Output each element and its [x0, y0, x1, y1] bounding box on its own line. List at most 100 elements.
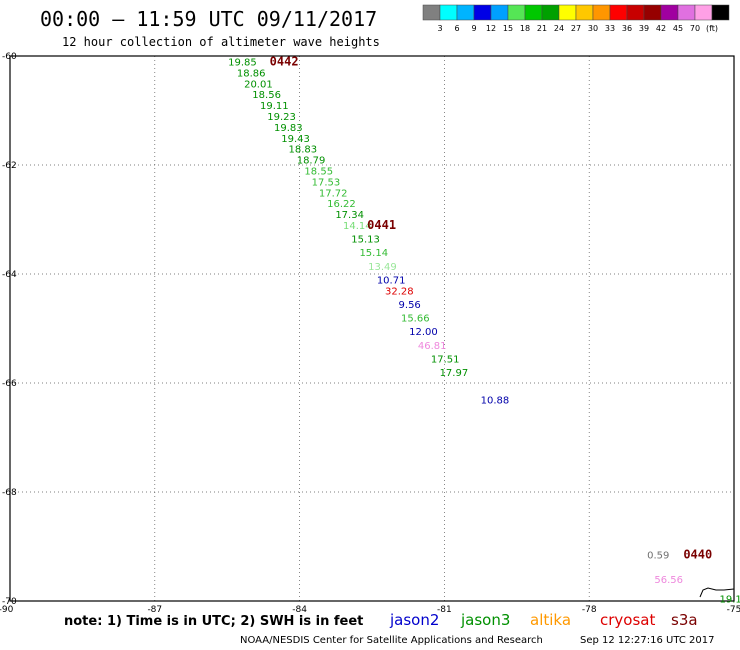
orbit-pass-labels: 0442 0441 0440 [270, 54, 713, 561]
color-swatch [660, 4, 679, 21]
wave-height-reading: 18.86 [237, 68, 266, 79]
color-scale-label: 12 [486, 24, 496, 33]
color-swatch [507, 4, 526, 21]
wave-height-reading: 15.66 [401, 314, 430, 325]
color-scale-label: 24 [554, 24, 564, 33]
satellite-legend-jason3: jason3 [460, 611, 510, 629]
color-swatch [541, 4, 560, 21]
wave-height-reading: 17.72 [319, 188, 348, 199]
wave-height-reading: 19.85 [228, 57, 257, 68]
longitude-tick-label: -84 [292, 605, 307, 615]
map-subtitle: 12 hour collection of altimeter wave hei… [62, 35, 380, 49]
color-scale-label: 21 [537, 24, 547, 33]
wave-height-reading: 17.51 [431, 354, 460, 365]
wave-height-reading: 19.11 [720, 594, 740, 605]
latitude-tick-label: -66 [2, 379, 17, 389]
color-swatch [456, 4, 475, 21]
color-scale-label: 18 [520, 24, 530, 33]
wave-height-reading: 18.83 [288, 145, 317, 156]
orbit-pass-label: 0441 [367, 218, 396, 232]
color-swatch [592, 4, 611, 21]
color-swatch [473, 4, 492, 21]
wave-height-reading: 19.11 [260, 101, 289, 112]
latitude-tick-label: -64 [2, 270, 17, 280]
wave-height-reading: 10.88 [481, 395, 510, 406]
color-scale-label: 33 [605, 24, 615, 33]
color-scale-label: 9 [471, 24, 476, 33]
wave-height-reading: 17.97 [440, 368, 469, 379]
wave-height-reading: 19.43 [281, 134, 310, 145]
color-scale-label: 36 [622, 24, 632, 33]
color-swatch [558, 4, 577, 21]
map-frame [9, 55, 735, 602]
longitude-tick-label: -75 [727, 605, 740, 615]
color-swatch [643, 4, 662, 21]
lat-lon-grid [10, 56, 734, 601]
satellite-legend: jason2 jason3 altika cryosat s3a [389, 611, 698, 629]
wave-height-reading: 18.56 [252, 90, 281, 101]
color-scale-label: 27 [571, 24, 581, 33]
wave-height-reading: 9.56 [399, 300, 421, 311]
color-scale-label: (ft) [706, 24, 718, 33]
wave-height-reading: 17.34 [335, 210, 364, 221]
latitude-ticks: -60 -62 -64 -66 -68 -70 [2, 52, 17, 607]
orbit-pass-label: 0442 [270, 54, 299, 68]
color-swatch [575, 4, 594, 21]
wave-height-reading: 14.14 [343, 221, 372, 232]
wave-height-reading: 19.23 [267, 112, 296, 123]
satellite-legend-cryosat: cryosat [600, 611, 655, 629]
latitude-tick-label: -70 [2, 597, 17, 607]
color-swatch [711, 4, 730, 21]
wave-height-reading: 32.28 [385, 286, 414, 297]
color-scale-label: 3 [437, 24, 442, 33]
color-swatch [694, 4, 713, 21]
longitude-tick-label: -81 [437, 605, 452, 615]
wave-height-reading: 17.53 [312, 177, 341, 188]
longitude-tick-label: -78 [582, 605, 597, 615]
wave-height-reading: 10.71 [377, 275, 406, 286]
wave-height-reading: 15.14 [359, 248, 388, 259]
wave-height-readings: 19.8518.8620.0118.5619.1119.2319.8319.43… [228, 57, 740, 605]
x-origin-label: -90 [0, 605, 14, 615]
wave-height-color-scale: 3 6 9 12 15 18 21 24 27 30 33 36 39 42 45 70 (ft) [422, 4, 730, 33]
satellite-legend-jason2: jason2 [389, 611, 439, 629]
satellite-legend-altika: altika [530, 611, 571, 629]
satellite-legend-s3a: s3a [671, 611, 698, 629]
color-scale-label: 42 [656, 24, 666, 33]
longitude-tick-label: -87 [147, 605, 162, 615]
longitude-ticks: -87 -84 -81 -78 -75 [147, 605, 740, 615]
color-swatch [439, 4, 458, 21]
wave-height-reading: 13.49 [368, 262, 397, 273]
footer-credit: NOAA/NESDIS Center for Satellite Applica… [240, 635, 543, 646]
color-swatch [490, 4, 509, 21]
wave-height-reading: 16.22 [327, 199, 356, 210]
color-scale-label: 45 [673, 24, 683, 33]
wave-height-reading: 12.00 [409, 327, 438, 338]
wave-height-reading: 46.81 [418, 341, 447, 352]
color-swatch [524, 4, 543, 21]
wave-height-reading: 56.56 [654, 575, 683, 586]
coastline-fragment [699, 587, 735, 598]
wave-height-reading: 18.55 [304, 166, 333, 177]
color-scale-label: 30 [588, 24, 598, 33]
wave-height-reading: 0.59 [647, 551, 669, 562]
color-swatch [626, 4, 645, 21]
wave-height-reading: 19.83 [274, 123, 303, 134]
latitude-tick-label: -60 [2, 52, 17, 62]
wave-height-reading: 18.79 [297, 156, 326, 167]
color-scale-label: 6 [454, 24, 459, 33]
color-swatch [609, 4, 628, 21]
latitude-tick-label: -68 [2, 488, 17, 498]
orbit-pass-label: 0440 [683, 548, 712, 562]
color-scale-label: 15 [503, 24, 513, 33]
map-title: 00:00 – 11:59 UTC 09/11/2017 [40, 7, 377, 31]
color-scale-label: 70 [690, 24, 700, 33]
footer-note: note: 1) Time is in UTC; 2) SWH is in fe… [64, 614, 363, 629]
latitude-tick-label: -62 [2, 161, 17, 171]
wave-height-reading: 20.01 [244, 79, 273, 90]
footer-timestamp: Sep 12 12:27:16 UTC 2017 [580, 635, 714, 646]
color-scale-label: 39 [639, 24, 649, 33]
color-swatch [677, 4, 696, 21]
color-swatch [422, 4, 441, 21]
